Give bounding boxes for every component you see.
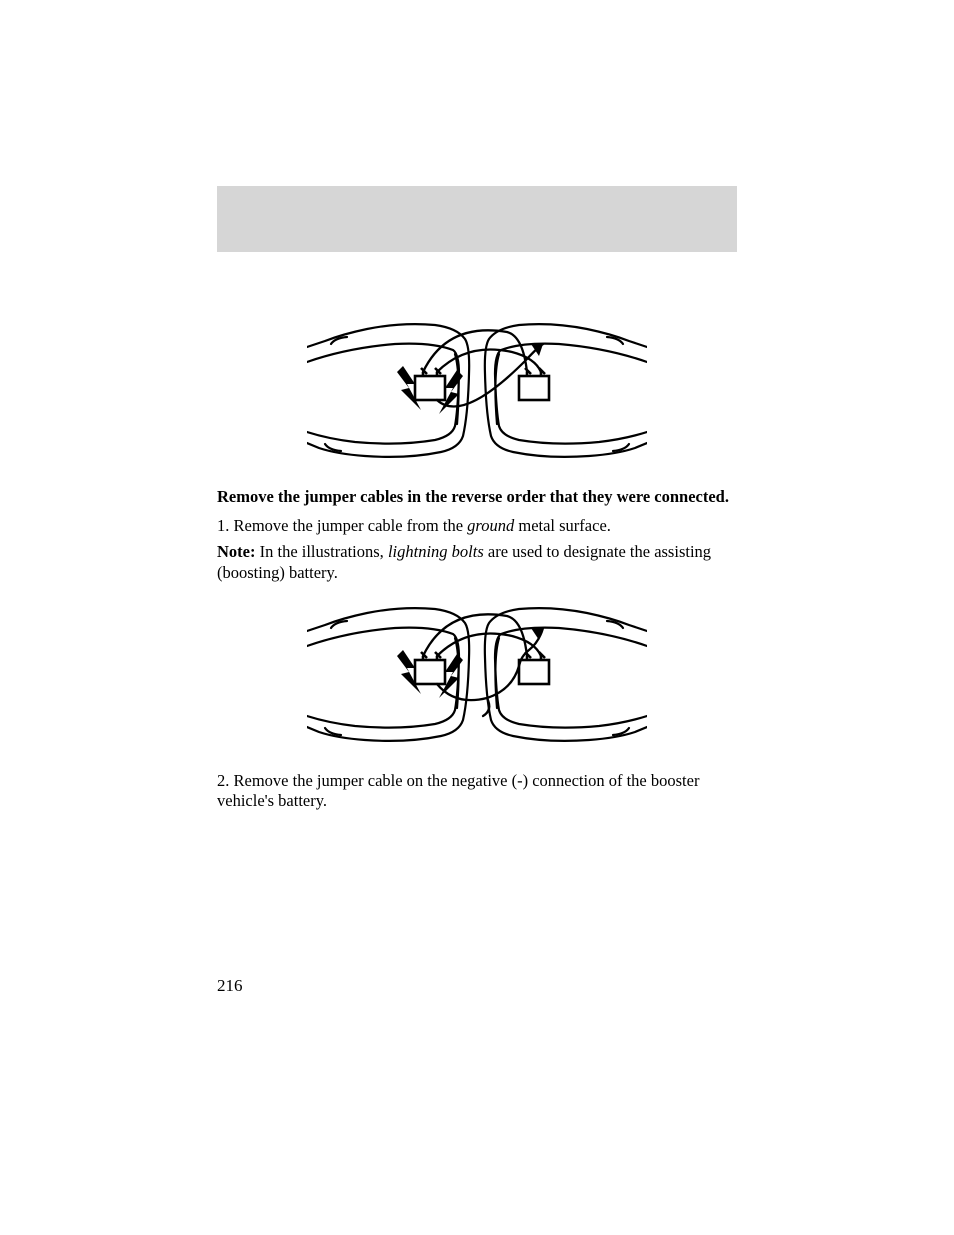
lightning-bolt-icon bbox=[397, 366, 421, 410]
page: Remove the jumper cables in the reverse … bbox=[0, 0, 954, 1235]
step-1: 1. Remove the jumper cable from the grou… bbox=[217, 516, 737, 537]
text: metal surface. bbox=[514, 516, 611, 535]
page-number: 216 bbox=[217, 976, 243, 996]
illustration-ground-removed bbox=[307, 598, 647, 753]
right-car bbox=[485, 608, 647, 741]
section-header-bar bbox=[217, 186, 737, 252]
note-label: Note: bbox=[217, 542, 255, 561]
italic-term: ground bbox=[467, 516, 514, 535]
illustration-cables-all-connected bbox=[307, 314, 647, 469]
text: In the illustrations, bbox=[255, 542, 387, 561]
right-car bbox=[485, 324, 647, 457]
instruction-heading: Remove the jumper cables in the reverse … bbox=[217, 487, 737, 508]
italic-term: lightning bolts bbox=[388, 542, 484, 561]
text: 1. Remove the jumper cable from the bbox=[217, 516, 467, 535]
note-paragraph: Note: In the illustrations, lightning bo… bbox=[217, 542, 737, 583]
step-2: 2. Remove the jumper cable on the negati… bbox=[217, 771, 737, 812]
lightning-bolt-icon bbox=[397, 650, 421, 694]
